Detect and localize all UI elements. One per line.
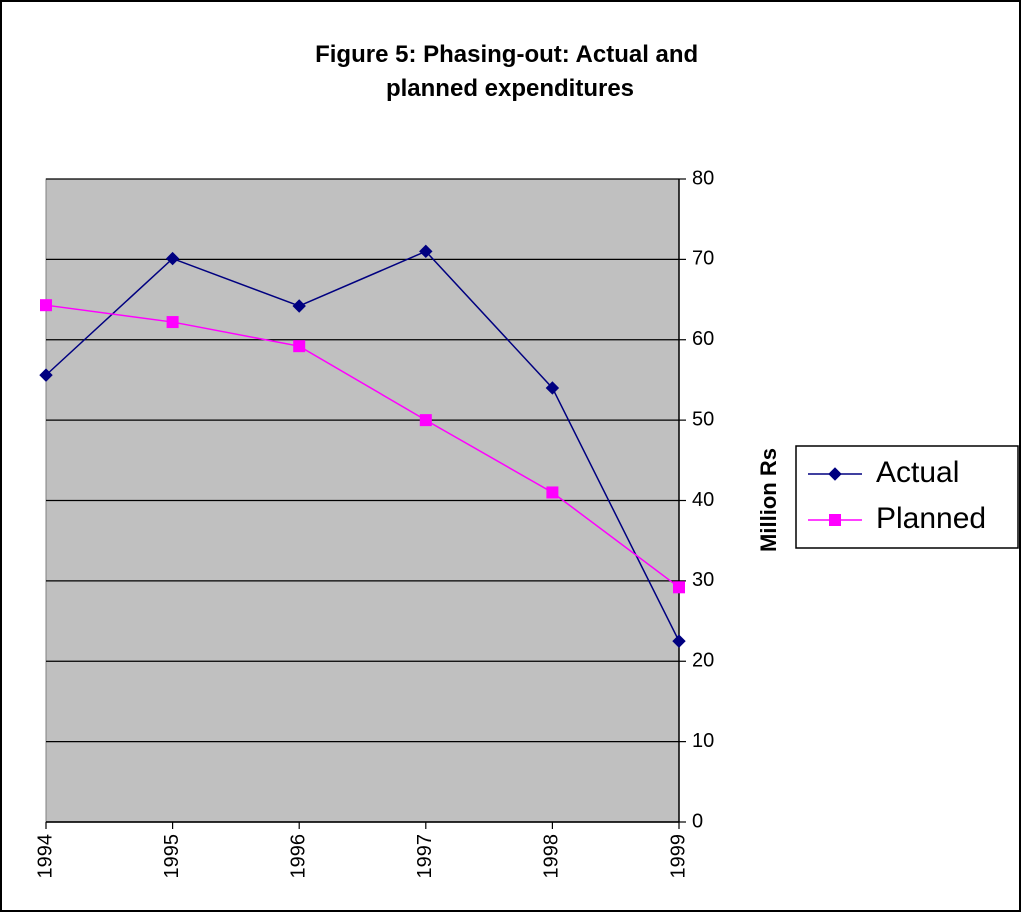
y-tick-label: 50 bbox=[692, 408, 714, 430]
y-axis-label: Million Rs bbox=[756, 448, 781, 552]
legend-box bbox=[795, 445, 1019, 549]
legend-label: Actual bbox=[876, 456, 959, 489]
x-tick-label: 1995 bbox=[161, 834, 183, 879]
title-line: planned expenditures bbox=[386, 75, 634, 102]
data-point bbox=[546, 486, 559, 499]
data-point bbox=[419, 244, 433, 259]
data-point bbox=[293, 340, 306, 353]
y-tick-label: 40 bbox=[692, 489, 714, 511]
y-tick-label: 0 bbox=[692, 810, 703, 832]
title-line: Figure 5: Phasing-out: Actual and bbox=[315, 41, 698, 68]
x-tick-label: 1999 bbox=[667, 834, 689, 879]
y-tick-label: 70 bbox=[692, 248, 714, 270]
x-tick-label: 1996 bbox=[287, 834, 309, 879]
legend-marker bbox=[828, 467, 842, 481]
series-line bbox=[45, 304, 680, 588]
data-point bbox=[672, 634, 686, 648]
data-point bbox=[166, 316, 179, 329]
x-tick-label: 1994 bbox=[34, 834, 56, 879]
data-point bbox=[40, 299, 52, 312]
legend-marker bbox=[829, 514, 841, 526]
chart-title: Figure 5: Phasing-out: Actual and planne… bbox=[315, 41, 705, 102]
series-line bbox=[45, 250, 680, 642]
y-tick-label: 80 bbox=[692, 167, 714, 189]
y-tick-label: 10 bbox=[692, 730, 714, 752]
y-tick-label: 60 bbox=[692, 328, 714, 350]
y-tick-label: 20 bbox=[692, 650, 714, 672]
data-point bbox=[39, 368, 53, 382]
data-point bbox=[419, 414, 432, 427]
y-tick-label: 30 bbox=[692, 569, 714, 591]
x-tick-label: 1997 bbox=[414, 834, 436, 879]
data-point bbox=[673, 581, 685, 594]
legend-label: Planned bbox=[876, 502, 986, 535]
data-point bbox=[545, 381, 560, 395]
data-point bbox=[292, 299, 306, 313]
x-tick-label: 1998 bbox=[541, 834, 563, 879]
data-point bbox=[165, 251, 180, 266]
